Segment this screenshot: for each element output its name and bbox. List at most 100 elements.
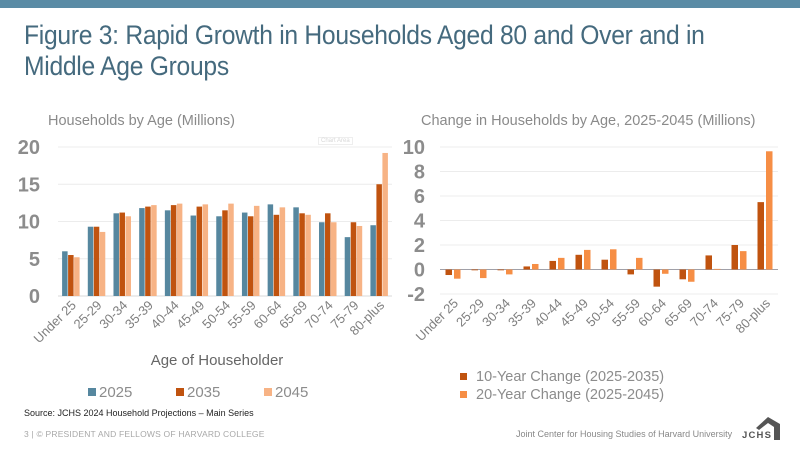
left-bar-2045: [305, 214, 311, 296]
right-bar-10yr: [497, 269, 504, 271]
right-bar-20yr: [714, 268, 721, 270]
left-bar-2035: [325, 213, 331, 296]
right-x-tick-label: 25-29: [453, 296, 487, 330]
left-x-tick-label: 55-59: [225, 298, 259, 332]
right-x-tick-label: 35-39: [505, 296, 539, 330]
chart-area-tag: Chart Area: [318, 137, 353, 145]
right-bar-10yr: [705, 255, 712, 270]
right-bar-20yr: [454, 269, 461, 279]
page-title: Figure 3: Rapid Growth in Households Age…: [24, 20, 705, 81]
right-bar-20yr: [688, 269, 695, 282]
left-bar-2025: [344, 237, 351, 296]
left-bar-2035: [68, 255, 74, 296]
legend-swatch-2025: [88, 388, 96, 396]
left-bar-2025: [241, 212, 248, 296]
right-y-tick-label: 4: [414, 211, 426, 233]
left-x-axis-title: Age of Householder: [151, 352, 284, 369]
left-x-tick-label: 50-54: [199, 298, 233, 332]
left-bar-2025: [113, 213, 119, 296]
right-bar-20yr: [610, 249, 617, 270]
legend-label-2025: 2025: [99, 384, 132, 401]
left-x-tick-label: 30-34: [96, 298, 130, 332]
left-x-tick-label: 35-39: [122, 298, 156, 332]
footer-copyright: 3 | © PRESIDENT AND FELLOWS OF HARVARD C…: [24, 429, 265, 439]
right-bar-20yr: [740, 251, 747, 270]
left-bar-2035: [145, 206, 151, 296]
right-bar-20yr: [766, 151, 773, 270]
right-bar-10yr: [731, 245, 738, 270]
left-bar-2045: [151, 205, 157, 296]
right-x-tick-label: 65-69: [661, 296, 695, 330]
right-bar-10yr: [757, 202, 764, 270]
left-bar-2035: [196, 206, 203, 296]
legend-swatch-20yr: [460, 391, 467, 398]
left-bar-2045: [356, 225, 363, 296]
right-chart-title: Change in Households by Age, 2025-2045 (…: [421, 113, 756, 129]
left-bar-2045: [253, 205, 260, 296]
right-y-tick-label: 2: [414, 235, 425, 257]
left-bar-2025: [87, 226, 94, 296]
right-y-tick-label: 0: [414, 260, 425, 282]
left-bar-2025: [370, 225, 376, 296]
left-bar-2035: [222, 210, 228, 296]
left-x-tick-label: 40-44: [148, 298, 182, 332]
left-bar-2045: [202, 204, 209, 296]
left-bar-2045: [176, 203, 183, 296]
jchs-house-logo-icon: [756, 417, 780, 440]
right-x-tick-label: 40-44: [531, 296, 565, 330]
right-bar-10yr: [601, 259, 608, 270]
legend-swatch-10yr: [460, 373, 467, 380]
right-x-tick-label: 60-64: [635, 296, 669, 330]
legend-label-2035: 2035: [187, 384, 220, 401]
left-bar-2045: [74, 257, 80, 296]
left-bar-2035: [93, 226, 100, 296]
footer-organization: Joint Center for Housing Studies of Harv…: [516, 429, 733, 439]
top-accent-bar: [0, 0, 800, 8]
source-note: Source: JCHS 2024 Household Projections …: [24, 408, 254, 418]
left-y-tick-label: 0: [29, 286, 40, 308]
left-x-tick-label: 45-49: [173, 298, 207, 332]
left-bar-2025: [62, 251, 68, 296]
left-bar-2035: [170, 205, 177, 296]
left-bar-2045: [279, 207, 286, 296]
jchs-logo-text: JCHS: [742, 430, 773, 441]
left-bar-2035: [299, 213, 305, 296]
left-y-tick-label: 10: [18, 212, 40, 234]
left-x-tick-label: 25-29: [71, 298, 105, 332]
legend-label-2045: 2045: [275, 384, 308, 401]
left-bar-2035: [119, 212, 125, 296]
left-x-tick-label: 65-69: [276, 298, 310, 332]
legend-label-20yr: 20-Year Change (2025-2045): [476, 387, 664, 403]
left-bar-2025: [216, 216, 222, 296]
left-bar-2025: [164, 210, 171, 296]
right-x-tick-label: 30-34: [479, 296, 513, 330]
right-x-tick-label: 70-74: [687, 296, 721, 330]
right-y-tick-label: -2: [407, 284, 425, 306]
legend-swatch-2035: [176, 388, 184, 396]
left-bar-2035: [247, 216, 254, 296]
right-bar-10yr: [653, 269, 660, 287]
left-bar-2045: [125, 216, 131, 296]
right-bar-10yr: [575, 254, 582, 270]
right-bar-10yr: [679, 269, 686, 280]
left-bar-2045: [228, 203, 234, 296]
left-y-tick-label: 20: [18, 137, 40, 159]
right-bar-10yr: [523, 266, 530, 270]
right-bar-20yr: [558, 257, 565, 270]
left-bar-2035: [350, 222, 357, 296]
right-x-tick-label: 55-59: [609, 296, 643, 330]
right-x-tick-label: 50-54: [583, 296, 617, 330]
right-bar-10yr: [445, 269, 452, 276]
right-bar-20yr: [584, 249, 591, 270]
left-bar-2025: [139, 208, 145, 296]
right-y-tick-label: 8: [414, 162, 425, 184]
right-bar-20yr: [636, 257, 643, 270]
left-bar-2035: [273, 214, 280, 296]
left-chart-title: Households by Age (Millions): [48, 113, 235, 129]
legend-swatch-2045: [264, 388, 272, 396]
left-y-tick-label: 5: [29, 249, 40, 271]
left-bar-2045: [382, 152, 388, 296]
right-bar-20yr: [662, 269, 669, 274]
right-y-tick-label: 10: [403, 137, 425, 159]
